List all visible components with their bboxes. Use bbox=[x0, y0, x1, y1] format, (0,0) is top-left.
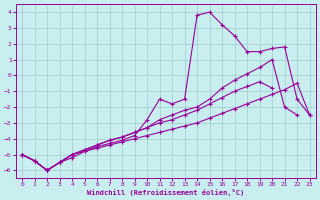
X-axis label: Windchill (Refroidissement éolien,°C): Windchill (Refroidissement éolien,°C) bbox=[87, 189, 244, 196]
